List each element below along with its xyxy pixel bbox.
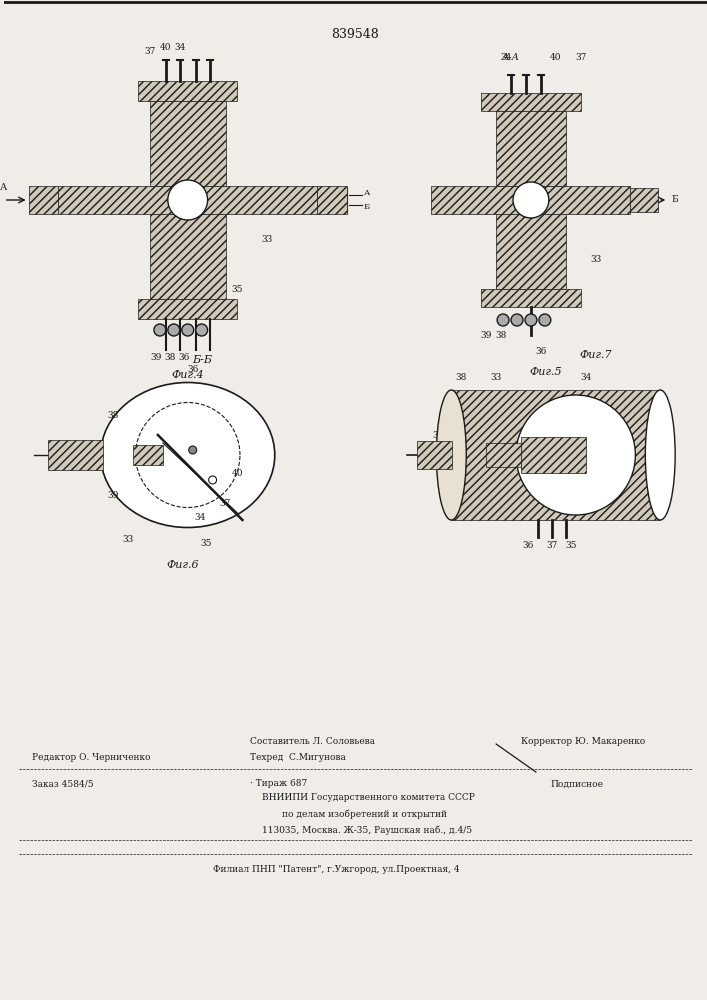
Text: 37: 37 xyxy=(220,498,231,508)
Text: 34: 34 xyxy=(194,514,205,522)
Text: 39: 39 xyxy=(107,490,119,499)
Bar xyxy=(416,441,452,469)
Bar xyxy=(317,186,347,214)
Circle shape xyxy=(511,314,523,326)
Text: Подписное: Подписное xyxy=(551,780,604,788)
Text: Филиал ПНП "Патент", г.Ужгород, ул.Проектная, 4: Филиал ПНП "Патент", г.Ужгород, ул.Проек… xyxy=(213,865,460,874)
Circle shape xyxy=(182,324,194,336)
Text: Фиг.5: Фиг.5 xyxy=(530,367,562,377)
Text: 34: 34 xyxy=(580,372,591,381)
Circle shape xyxy=(154,324,166,336)
Text: по делам изобретений и открытий: по делам изобретений и открытий xyxy=(282,809,448,819)
Text: 38: 38 xyxy=(164,354,175,362)
Ellipse shape xyxy=(516,395,636,515)
Bar xyxy=(481,93,580,111)
Text: А: А xyxy=(0,184,7,192)
Text: 36: 36 xyxy=(178,354,189,362)
Text: Фиг.7: Фиг.7 xyxy=(579,350,612,360)
Bar xyxy=(451,390,660,520)
Bar xyxy=(138,299,238,319)
Text: · Тираж 687: · Тираж 687 xyxy=(250,780,308,788)
Ellipse shape xyxy=(436,390,466,520)
Text: ВНИИПИ Государственного комитета СССР: ВНИИПИ Государственного комитета СССР xyxy=(262,794,475,802)
Text: 38: 38 xyxy=(107,410,119,420)
Bar xyxy=(481,289,580,307)
Text: 39: 39 xyxy=(150,354,162,362)
Text: 36: 36 xyxy=(522,540,534,550)
Text: Б: Б xyxy=(363,203,370,211)
Bar xyxy=(150,101,226,186)
Text: 33: 33 xyxy=(122,536,134,544)
Text: 35: 35 xyxy=(232,286,243,294)
Text: Фиг.6: Фиг.6 xyxy=(166,560,199,570)
Text: 37: 37 xyxy=(144,47,156,56)
Bar xyxy=(133,445,163,465)
Bar xyxy=(150,214,226,299)
Bar xyxy=(521,437,585,473)
Bar xyxy=(631,188,658,212)
Text: 36: 36 xyxy=(187,365,199,374)
Bar xyxy=(138,81,238,101)
Text: Составитель Л. Соловьева: Составитель Л. Соловьева xyxy=(250,738,375,746)
Text: 38: 38 xyxy=(496,330,507,340)
Circle shape xyxy=(168,324,180,336)
Text: Б-Б: Б-Б xyxy=(192,355,213,365)
Circle shape xyxy=(196,324,208,336)
Circle shape xyxy=(513,182,549,218)
Text: 839548: 839548 xyxy=(331,28,379,41)
Circle shape xyxy=(525,314,537,326)
Text: 36: 36 xyxy=(535,348,547,357)
Text: Редактор О. Черниченко: Редактор О. Черниченко xyxy=(32,754,150,762)
Text: Техред  С.Мигунова: Техред С.Мигунова xyxy=(250,754,346,762)
Bar xyxy=(431,186,631,214)
Circle shape xyxy=(168,180,208,220)
Text: 34: 34 xyxy=(174,42,185,51)
Text: 40: 40 xyxy=(160,42,172,51)
Ellipse shape xyxy=(100,382,275,528)
Circle shape xyxy=(209,476,216,484)
Text: 33: 33 xyxy=(590,255,601,264)
Ellipse shape xyxy=(645,390,675,520)
Circle shape xyxy=(189,446,197,454)
Circle shape xyxy=(539,314,551,326)
Circle shape xyxy=(497,314,509,326)
Text: 113035, Москва. Ж-35, Раушская наб., д.4/5: 113035, Москва. Ж-35, Раушская наб., д.4… xyxy=(262,825,472,835)
Bar xyxy=(486,443,521,467)
Bar xyxy=(496,214,566,289)
Bar xyxy=(49,440,103,470)
Bar xyxy=(59,186,317,214)
Text: 37: 37 xyxy=(546,540,558,550)
Text: 37: 37 xyxy=(575,52,586,62)
Text: Корректор Ю. Макаренко: Корректор Ю. Макаренко xyxy=(521,738,645,746)
Text: 35: 35 xyxy=(200,538,211,548)
Text: 40: 40 xyxy=(232,468,243,478)
Bar xyxy=(28,186,59,214)
Text: Фиг.4: Фиг.4 xyxy=(171,370,204,380)
Text: А-А: А-А xyxy=(502,52,520,62)
Text: 38: 38 xyxy=(455,372,467,381)
Text: А: А xyxy=(363,189,370,197)
Text: 33: 33 xyxy=(491,372,502,381)
Text: 39: 39 xyxy=(481,330,492,340)
Text: Заказ 4584/5: Заказ 4584/5 xyxy=(32,780,93,788)
Text: 33: 33 xyxy=(262,235,273,244)
Bar xyxy=(496,111,566,186)
Text: 34: 34 xyxy=(501,52,512,62)
Text: 39: 39 xyxy=(433,430,444,440)
Text: 40: 40 xyxy=(550,52,561,62)
Text: 35: 35 xyxy=(565,540,576,550)
Text: Б: Б xyxy=(672,196,679,205)
